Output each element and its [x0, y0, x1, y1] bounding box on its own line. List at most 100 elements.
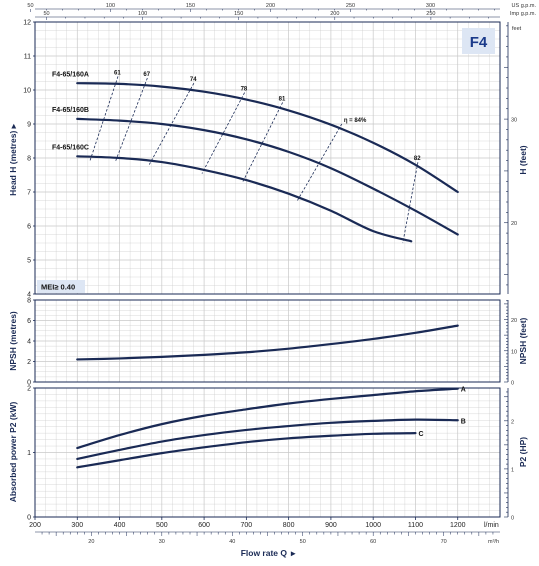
chart-title: F4	[470, 34, 488, 51]
y-tick-label: 0	[27, 515, 31, 522]
panel-frames-layer	[30, 8, 509, 536]
x-tick-label: 400	[114, 522, 126, 529]
efficiency-label: 81	[279, 96, 286, 102]
y-tick-label: 8	[27, 156, 31, 163]
efficiency-line	[114, 77, 148, 162]
x-tick-label: 500	[156, 522, 168, 529]
right-tick-label: 10	[511, 349, 517, 355]
x-axis-title: Flow rate Q ▸	[241, 548, 296, 558]
right-tick-label: 2	[511, 419, 514, 425]
y-tick-label: 8	[27, 298, 31, 305]
series-line-b	[76, 418, 459, 461]
efficiency-label: 82	[414, 156, 421, 162]
series-line-a	[76, 387, 459, 450]
series-line-f4-65-160c	[76, 155, 413, 243]
x-axis-arrow: ▸	[290, 548, 296, 558]
x-unit-label: l/min	[484, 522, 499, 529]
y-axis-title-head-right: H (feet)	[518, 145, 528, 174]
right-tick-label: 30	[511, 118, 517, 124]
curve-label: F4-65/160B	[52, 107, 89, 114]
right-tick-label: 0	[511, 381, 514, 387]
curve-label: F4-65/160A	[52, 71, 89, 78]
series-line-f4-65-160a	[76, 82, 459, 194]
mei-annotation: MEI≥ 0.40	[41, 283, 75, 292]
right-tick-label: 0	[511, 516, 514, 522]
x-tick-label: 600	[198, 522, 210, 529]
y-tick-label: 4	[27, 292, 31, 299]
y-tick-label: 2	[27, 359, 31, 366]
curve-label: F4-65/160C	[52, 145, 89, 152]
m3h-tick-label: 60	[370, 539, 376, 545]
power-curve-label: C	[418, 431, 423, 438]
right-tick-label: 1	[511, 467, 514, 473]
m3h-unit-label: m³/h	[488, 539, 499, 545]
y-tick-label: 6	[27, 318, 31, 325]
x-tick-label: 300	[71, 522, 83, 529]
x-tick-label: 1100	[408, 522, 423, 529]
series-line-f4-65-160b	[76, 117, 459, 236]
series-line-c	[76, 432, 417, 469]
efficiency-label: 61	[114, 70, 121, 76]
right-tick-label: 20	[511, 221, 517, 227]
top-us-tick-label: 150	[186, 3, 195, 9]
efficiency-label: 78	[241, 87, 248, 93]
top-us-tick-label: 50	[27, 3, 33, 9]
top-us-unit: US g.p.m.	[512, 3, 537, 9]
top-imp-tick-label: 200	[330, 11, 339, 17]
efficiency-label: 74	[190, 77, 197, 83]
y-tick-label: 1	[27, 450, 31, 457]
power-curve-label: A	[461, 387, 466, 394]
y-axis-title-power-right: P2 (HP)	[518, 437, 528, 467]
series-line-npsh	[76, 324, 459, 361]
top-imp-unit: Imp g.p.m.	[510, 11, 536, 17]
y-axis-title-head: Head H (metres) ▸	[8, 123, 18, 196]
efficiency-line	[402, 162, 419, 244]
y-tick-label: 2	[27, 386, 31, 393]
m3h-tick-label: 20	[88, 539, 94, 545]
x-tick-label: 1000	[365, 522, 381, 529]
m3h-tick-label: 70	[441, 539, 447, 545]
top-imp-tick-label: 250	[426, 11, 435, 17]
efficiency-line	[148, 82, 195, 166]
grid-layer	[35, 22, 500, 517]
top-us-tick-label: 250	[346, 3, 355, 9]
right-tick-label: 20	[511, 318, 517, 324]
x-tick-label: 1200	[450, 522, 466, 529]
m3h-tick-label: 50	[300, 539, 306, 545]
y-tick-label: 12	[23, 20, 31, 27]
top-imp-tick-label: 150	[234, 11, 243, 17]
x-tick-label: 700	[241, 522, 253, 529]
x-tick-label: 200	[29, 522, 41, 529]
feet-unit: feet	[512, 26, 522, 32]
x-tick-label: 800	[283, 522, 295, 529]
top-us-tick-label: 300	[426, 3, 435, 9]
top-us-tick-label: 200	[266, 3, 275, 9]
efficiency-line	[201, 92, 245, 174]
y-tick-label: 11	[24, 54, 31, 61]
x-tick-label: 900	[325, 522, 337, 529]
y-axis-title-npsh-right: NPSH (feet)	[518, 317, 528, 364]
y-tick-label: 0	[27, 380, 31, 387]
power-curve-label: B	[461, 418, 466, 425]
efficiency-line	[89, 76, 119, 161]
m3h-tick-label: 30	[159, 539, 165, 545]
m3h-tick-label: 40	[229, 539, 235, 545]
efficiency-label: η = 84%	[344, 118, 367, 124]
y-axis-title-npsh: NPSH (metres)	[8, 311, 18, 371]
y-tick-label: 10	[23, 88, 31, 95]
top-us-tick-label: 100	[106, 3, 115, 9]
x-axis-title-text: Flow rate Q	[241, 548, 288, 558]
y-tick-label: 7	[27, 190, 31, 197]
y-tick-label: 5	[27, 258, 31, 265]
efficiency-label: 67	[143, 72, 150, 78]
title-badge	[462, 28, 495, 54]
top-imp-tick-label: 100	[138, 11, 147, 17]
curves-layer	[76, 82, 459, 469]
top-imp-tick-label: 50	[43, 11, 49, 17]
y-axis-title-power: Absorbed power P2 (kW)	[8, 402, 18, 503]
mei-badge	[37, 280, 85, 293]
y-tick-label: 6	[27, 224, 31, 231]
y-tick-label: 9	[27, 122, 31, 129]
